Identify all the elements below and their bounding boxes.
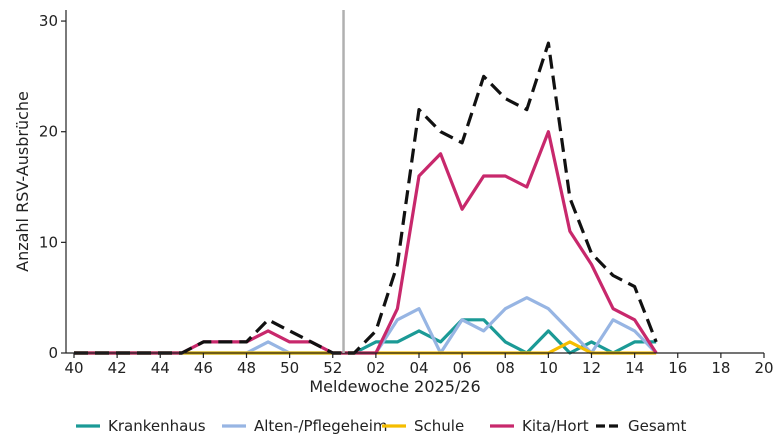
x-tick-label: 52: [323, 359, 342, 377]
series-lines: [74, 41, 658, 355]
y-axis-ticks: 0 10 20 30: [39, 12, 66, 362]
x-tick-label: 16: [668, 359, 687, 377]
y-axis-title: Anzahl RSV-Ausbrüche: [13, 91, 32, 272]
series-line-gesamt: [74, 41, 658, 355]
y-tick-label: 20: [39, 123, 58, 141]
x-tick-label: 40: [64, 359, 83, 377]
legend-label: Alten-/Pflegeheim: [254, 417, 388, 435]
legend-label: Krankenhaus: [108, 417, 206, 435]
legend-label: Schule: [414, 417, 464, 435]
x-tick-label: 18: [711, 359, 730, 377]
x-tick-label: 12: [582, 359, 601, 377]
legend: Krankenhaus Alten-/Pflegeheim Schule Kita/H…: [76, 417, 686, 435]
x-axis-title: Meldewoche 2025/26: [309, 377, 480, 396]
x-axis-ticks: 40 42 44 46 48 50 52 02 04 06 08 10 12 14 16 18 20: [64, 353, 773, 377]
series-line-alten-pflegeheim: [74, 296, 658, 355]
series-line-kita-hort: [74, 130, 658, 355]
x-tick-label: 48: [237, 359, 256, 377]
x-tick-label: 06: [453, 359, 472, 377]
series-line-krankenhaus: [74, 318, 657, 355]
y-tick-label: 30: [39, 12, 58, 30]
x-tick-label: 46: [194, 359, 213, 377]
y-tick-label: 10: [39, 233, 58, 251]
x-tick-label: 20: [754, 359, 773, 377]
legend-label: Gesamt: [628, 417, 686, 435]
legend-label: Kita/Hort: [522, 417, 589, 435]
x-tick-label: 04: [409, 359, 428, 377]
x-tick-label: 08: [496, 359, 515, 377]
y-tick-label: 0: [48, 344, 58, 362]
x-tick-label: 14: [625, 359, 644, 377]
x-tick-label: 42: [108, 359, 127, 377]
x-tick-label: 50: [280, 359, 299, 377]
x-tick-label: 02: [366, 359, 385, 377]
axes: [65, 10, 764, 354]
x-tick-label: 44: [151, 359, 170, 377]
x-tick-label: 10: [539, 359, 558, 377]
